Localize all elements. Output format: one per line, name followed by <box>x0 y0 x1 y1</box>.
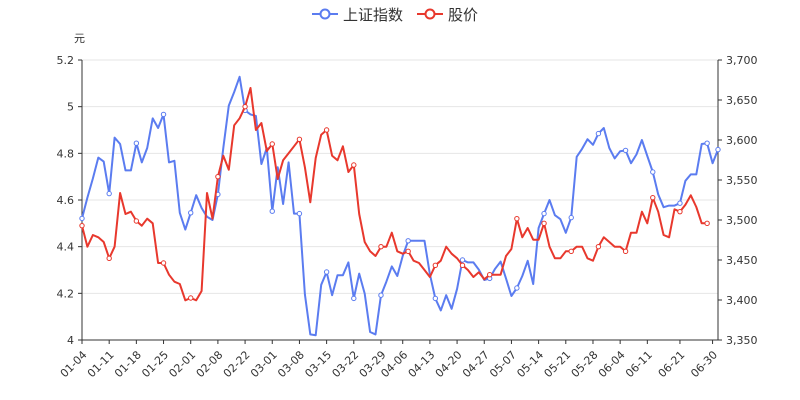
series-point-0 <box>378 292 384 298</box>
legend-item[interactable]: 上证指数 <box>312 6 403 24</box>
series-point-1 <box>432 262 439 269</box>
y-right-tick-label: 3,600 <box>726 134 758 147</box>
series-point-1 <box>704 220 710 227</box>
series-point-1 <box>323 127 330 133</box>
series-line-1 <box>81 87 708 302</box>
series-point-0 <box>595 130 602 137</box>
series-point-0 <box>715 146 721 153</box>
series-point-0 <box>405 238 411 244</box>
x-tick-label: 03-15 <box>302 348 334 380</box>
series-point-1 <box>568 248 574 255</box>
y-right-tick-label: 3,400 <box>726 294 758 307</box>
y-right-tick-label: 3,500 <box>726 214 758 227</box>
legend-swatch-marker <box>424 8 436 20</box>
series-point-0 <box>677 200 683 206</box>
series-point-1 <box>242 103 248 110</box>
gridlines <box>82 59 718 341</box>
series-point-0 <box>106 190 112 197</box>
y-left-tick-label: 4.2 <box>57 287 75 300</box>
x-tick-label: 01-04 <box>58 348 90 380</box>
series-point-1 <box>677 208 683 215</box>
x-tick-label: 04-27 <box>460 348 492 380</box>
series-point-1 <box>405 248 411 255</box>
x-tick-label: 02-22 <box>221 348 253 380</box>
x-tick-label: 01-11 <box>85 348 117 380</box>
y-left-tick-label: 4.8 <box>57 147 75 160</box>
x-tick-label: 06-21 <box>656 348 688 380</box>
series-point-0 <box>296 210 303 217</box>
x-tick-label: 05-28 <box>569 348 601 380</box>
y-right-tick-label: 3,450 <box>726 254 758 267</box>
series-point-0 <box>323 269 330 275</box>
series-point-0 <box>459 257 466 263</box>
series-line-0 <box>81 75 719 337</box>
x-tick-label: 02-08 <box>194 348 226 380</box>
y-right-tick-label: 3,700 <box>726 54 758 67</box>
x-tick-label: 01-18 <box>112 348 144 380</box>
axes: 4 4.2 4.4 4.6 4.8 5 5.2 3,350 3,400 3,450 3,500 3,5… <box>57 54 758 380</box>
y-left-tick-label: 5 <box>67 101 74 114</box>
series-point-1 <box>296 136 303 143</box>
series-point-0 <box>541 210 547 217</box>
legend-item[interactable]: 股价 <box>417 6 478 24</box>
series-point-0 <box>351 295 357 302</box>
series-point-1 <box>650 194 656 201</box>
x-tick-label: 04-20 <box>433 348 465 380</box>
series-point-1 <box>378 243 384 250</box>
x-tick-label: 03-08 <box>275 348 307 380</box>
series-point-1 <box>79 222 85 229</box>
y-left-tick-label: 4.4 <box>57 241 75 254</box>
series-point-1 <box>622 248 629 255</box>
x-tick-label: 02-01 <box>166 348 198 380</box>
series-point-1 <box>269 141 275 147</box>
series-point-1 <box>514 215 520 222</box>
x-tick-label: 03-22 <box>330 348 362 380</box>
y-left-tick-label: 5.2 <box>57 54 75 67</box>
legend-label: 股价 <box>448 6 478 24</box>
y-right-tick-label: 3,550 <box>726 174 758 187</box>
x-tick-label: 05-07 <box>487 348 519 380</box>
series-point-0 <box>568 214 574 221</box>
x-tick-label: 06-30 <box>688 348 720 380</box>
x-tick-label: 05-21 <box>542 348 574 380</box>
series-point-1 <box>106 255 112 262</box>
series-layer <box>79 75 721 337</box>
series-point-1 <box>215 173 221 180</box>
series-point-0 <box>622 147 629 154</box>
series-point-0 <box>650 169 656 175</box>
y-left-tick-label: 4 <box>67 334 74 347</box>
series-point-0 <box>269 208 275 214</box>
series-point-1 <box>459 262 466 269</box>
series-point-1 <box>188 295 194 301</box>
legend-label: 上证指数 <box>343 6 403 24</box>
x-tick-label: 04-13 <box>406 348 438 380</box>
series-point-0 <box>704 140 710 146</box>
series-point-1 <box>133 218 140 224</box>
y-left-unit-label: 元 <box>74 32 85 45</box>
series-point-1 <box>595 243 602 250</box>
legend[interactable]: 上证指数 股价 <box>312 6 478 24</box>
series-point-0 <box>160 111 167 118</box>
x-tick-label: 06-04 <box>596 348 628 380</box>
series-point-1 <box>351 162 357 168</box>
series-point-0 <box>514 285 520 291</box>
y-right-tick-label: 3,650 <box>726 94 758 107</box>
series-point-0 <box>133 140 140 146</box>
x-tick-label: 05-14 <box>514 348 546 380</box>
x-tick-label: 01-25 <box>139 348 171 380</box>
series-point-1 <box>160 260 167 266</box>
y-right-tick-label: 3,350 <box>726 334 758 347</box>
series-point-0 <box>432 295 439 302</box>
y-left-tick-label: 4.6 <box>57 194 75 207</box>
legend-swatch-marker <box>319 8 331 20</box>
series-point-0 <box>79 215 85 222</box>
series-point-1 <box>486 271 493 278</box>
x-tick-label: 03-01 <box>248 348 280 380</box>
series-point-1 <box>541 220 547 227</box>
x-tick-label: 06-11 <box>623 348 655 380</box>
series-point-0 <box>188 210 194 216</box>
